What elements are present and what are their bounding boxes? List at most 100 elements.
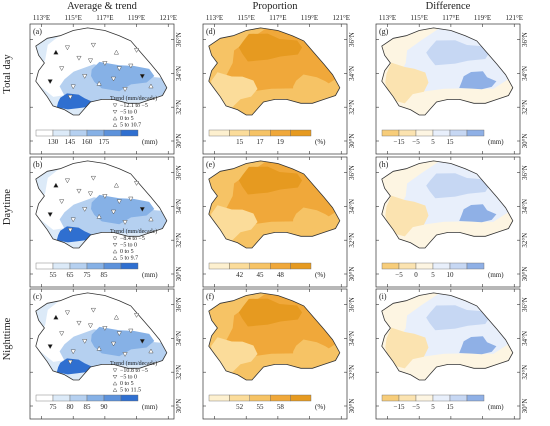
colorbar-unit: (%) <box>315 403 326 411</box>
colorbar-label: 85 <box>84 403 92 411</box>
column-title: Proportion <box>253 1 299 12</box>
colorbar-swatch <box>290 394 312 402</box>
colorbar-swatch <box>449 394 468 402</box>
legend-marker <box>112 368 118 373</box>
station-marker <box>76 188 82 194</box>
colorbar-swatch <box>208 129 230 137</box>
station-marker <box>133 313 140 318</box>
basin-outline <box>35 292 168 381</box>
colorbar-label: −5 <box>412 403 420 411</box>
colorbar-swatch <box>381 394 400 402</box>
legend-marker <box>112 387 118 392</box>
station-marker <box>96 345 102 351</box>
lon-tick-label: 119°E <box>128 14 145 22</box>
lat-tick-label: 32°N <box>521 233 529 248</box>
basin-outline <box>35 27 168 116</box>
station-marker <box>47 212 53 218</box>
colorbar-swatch <box>35 129 54 137</box>
station-marker <box>59 199 65 205</box>
station-marker <box>53 314 59 320</box>
row-title: Daytime <box>2 189 13 225</box>
lat-tick-label: 36°N <box>348 32 356 47</box>
station-marker <box>102 326 108 331</box>
legend-marker <box>112 381 118 386</box>
colorbar-label: 5 <box>431 138 435 146</box>
colorbar-swatch <box>69 394 88 402</box>
basin-outline <box>381 292 514 381</box>
colorbar-label: 5 <box>431 271 435 279</box>
legend-marker <box>112 110 118 114</box>
lat-tick-label: 32°N <box>521 365 529 380</box>
station-marker <box>133 48 140 53</box>
lat-tick-label: 34°N <box>175 331 183 346</box>
station-marker <box>59 66 65 72</box>
station-marker <box>64 45 71 51</box>
contour-region <box>459 336 497 355</box>
station-marker <box>87 58 94 64</box>
station-marker <box>87 191 94 197</box>
map-panel-d: 113°E 115°E 117°E 119°E 121°E 36°N 34°N 32°N 30°… <box>202 14 356 155</box>
basin-outline <box>381 160 514 249</box>
trend-legend-item: −8.4 to −5 <box>120 236 145 242</box>
colorbar-label: 42 <box>236 271 244 279</box>
trend-legend-item: 0 to 5 <box>120 381 134 387</box>
lon-tick-label: 117°E <box>442 14 459 22</box>
colorbar-swatch <box>381 262 400 270</box>
colorbar-label: 55 <box>50 271 58 279</box>
station-marker <box>139 74 145 79</box>
colorbar-swatch <box>270 129 291 137</box>
colorbar-label: −5 <box>412 138 420 146</box>
station-marker <box>148 348 154 354</box>
lat-tick-label: 36°N <box>175 32 183 47</box>
station-marker <box>128 196 134 202</box>
lat-tick-label: 30°N <box>175 399 183 414</box>
map-panel-a: 113°E 115°E 117°E 119°E 121°E 36°N 34°N 32°N 30°… <box>29 14 183 155</box>
trend-legend-title: Trend (mm/decade) <box>110 228 157 235</box>
row-title: Total day <box>2 54 13 94</box>
station-marker <box>128 63 134 69</box>
colorbar-unit: (mm) <box>488 271 504 279</box>
contour-region <box>211 205 258 241</box>
colorbar-label: 19 <box>277 138 285 146</box>
colorbar-swatch <box>249 129 271 137</box>
station-marker <box>113 314 120 320</box>
colorbar-unit: (%) <box>315 271 326 279</box>
station-marker <box>96 80 102 86</box>
trend-legend-item: 5 to 9.7 <box>120 256 138 262</box>
contour-region <box>292 207 334 230</box>
colorbar-swatch <box>35 262 54 270</box>
lat-tick-label: 32°N <box>348 100 356 115</box>
station-marker <box>76 320 82 326</box>
colorbar-swatch <box>270 394 291 402</box>
station-marker <box>113 182 120 188</box>
station-marker <box>70 84 76 90</box>
colorbar-swatch <box>208 394 230 402</box>
lat-tick-label: 32°N <box>521 100 529 115</box>
station-marker <box>53 182 59 188</box>
colorbar-swatch <box>398 394 417 402</box>
panel-label: (h) <box>379 160 389 169</box>
basin-outline <box>208 160 341 249</box>
colorbar-swatch <box>120 394 139 402</box>
colorbar-unit: (mm) <box>488 138 504 146</box>
panel-label: (c) <box>33 292 42 301</box>
colorbar-swatch <box>69 129 88 137</box>
colorbar-label: 75 <box>50 403 58 411</box>
colorbar-label: 45 <box>257 271 265 279</box>
legend-marker <box>112 255 118 260</box>
lat-tick-label: 30°N <box>521 399 529 414</box>
colorbar-label: 52 <box>236 403 244 411</box>
legend-marker <box>112 116 118 121</box>
colorbar-swatch <box>120 262 139 270</box>
contour-region <box>459 71 497 90</box>
colorbar-label: 10 <box>447 271 455 279</box>
colorbar-swatch <box>229 129 250 137</box>
station-marker <box>64 310 71 316</box>
colorbar-swatch <box>415 129 434 137</box>
station-marker <box>122 220 128 225</box>
station-marker <box>122 87 128 92</box>
colorbar-swatch <box>381 129 400 137</box>
legend-marker <box>112 243 118 247</box>
colorbar-swatch <box>432 129 451 137</box>
